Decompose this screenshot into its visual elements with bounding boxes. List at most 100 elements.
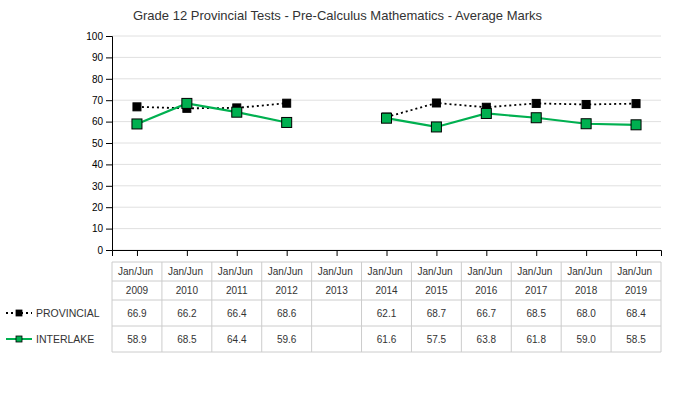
title: Grade 12 Provincial Tests - Pre-Calculus… bbox=[133, 8, 543, 23]
table-border bbox=[361, 262, 362, 352]
y-tick-mark bbox=[106, 79, 112, 80]
data-label: 68.7 bbox=[427, 308, 447, 319]
x-tick-label: Jan/Jun 2017 bbox=[517, 266, 555, 296]
table-border bbox=[311, 262, 312, 352]
data-label: 66.2 bbox=[177, 308, 197, 319]
series-marker bbox=[631, 120, 641, 130]
y-tick-label: 90 bbox=[92, 52, 104, 63]
table-border bbox=[112, 352, 661, 353]
series-marker bbox=[182, 98, 192, 108]
x-tick-mark bbox=[387, 250, 388, 256]
series-marker bbox=[133, 103, 141, 111]
x-tick bbox=[287, 250, 288, 256]
x-tick-mark bbox=[586, 250, 587, 256]
x-tick bbox=[137, 250, 138, 256]
data-label: 68.5 bbox=[177, 334, 197, 345]
series-marker bbox=[432, 99, 440, 107]
data-label: 61.6 bbox=[377, 334, 397, 345]
series-marker bbox=[632, 100, 640, 108]
y-tick: 10 bbox=[92, 223, 112, 234]
y-tick: 60 bbox=[92, 116, 112, 127]
series-marker bbox=[581, 119, 591, 129]
y-tick-mark bbox=[106, 164, 112, 165]
plot-area bbox=[132, 98, 641, 132]
series-marker bbox=[431, 122, 441, 132]
y-tick: 30 bbox=[92, 181, 112, 192]
x-tick-mark bbox=[137, 250, 138, 256]
data-label: 64.4 bbox=[227, 334, 247, 345]
x-tick-mark bbox=[436, 250, 437, 256]
data-label: 66.9 bbox=[127, 308, 147, 319]
data-label: 59.0 bbox=[576, 334, 596, 345]
y-tick-label: 80 bbox=[92, 74, 104, 85]
data-label: 68.6 bbox=[277, 308, 297, 319]
grid bbox=[112, 36, 661, 250]
data-label: 68.0 bbox=[576, 308, 596, 319]
series-marker bbox=[132, 119, 142, 129]
y-tick: 40 bbox=[92, 159, 112, 170]
x-tick-mark bbox=[337, 250, 338, 256]
y-axis: 0 10 20 30 40 50 60 70 80 90 100 bbox=[86, 31, 112, 256]
x-tick-mark bbox=[536, 250, 537, 256]
table-border bbox=[112, 281, 661, 282]
y-tick: 80 bbox=[92, 74, 112, 85]
x-tick-label: Jan/Jun 2012 bbox=[268, 266, 306, 296]
table-border bbox=[261, 262, 262, 352]
grid-line bbox=[112, 143, 661, 144]
grid-line bbox=[112, 100, 661, 101]
series-marker bbox=[481, 108, 491, 118]
x-tick-mark bbox=[237, 250, 238, 256]
x-tick bbox=[387, 250, 388, 256]
x-tick-mark bbox=[636, 250, 637, 256]
table-border bbox=[561, 262, 562, 352]
y-tick-label: 100 bbox=[86, 31, 103, 42]
y-tick-label: 40 bbox=[92, 159, 104, 170]
y-tick-label: 0 bbox=[97, 245, 103, 256]
data-label: 68.4 bbox=[626, 308, 646, 319]
y-tick-label: 70 bbox=[92, 95, 104, 106]
data-label: 59.6 bbox=[277, 334, 297, 345]
y-tick: 100 bbox=[86, 31, 112, 42]
data-label: 58.9 bbox=[127, 334, 147, 345]
y-tick: 70 bbox=[92, 95, 112, 106]
table-border bbox=[161, 262, 162, 352]
legend-label: INTERLAKE bbox=[36, 333, 94, 345]
y-tick: 50 bbox=[92, 138, 112, 149]
y-tick-mark bbox=[106, 122, 112, 123]
legend-label: PROVINCIAL bbox=[36, 307, 100, 319]
x-tick-label: Jan/Jun 2015 bbox=[418, 266, 456, 296]
x-tick bbox=[486, 250, 487, 256]
legend-item: PROVINCIAL bbox=[6, 307, 100, 319]
grid-line bbox=[112, 164, 661, 165]
table-border bbox=[112, 262, 113, 352]
y-tick: 90 bbox=[92, 52, 112, 63]
series-marker bbox=[283, 99, 291, 107]
grid-line bbox=[112, 207, 661, 208]
table-border bbox=[511, 262, 512, 352]
x-tick-label: Jan/Jun 2009 bbox=[118, 266, 156, 296]
y-tick-label: 20 bbox=[92, 202, 104, 213]
table-border bbox=[661, 262, 662, 352]
table-border bbox=[461, 262, 462, 352]
grid-line bbox=[112, 228, 661, 229]
data-label: 62.1 bbox=[377, 308, 397, 319]
grid-line bbox=[112, 36, 661, 37]
x-tick bbox=[436, 250, 437, 256]
legend-icon-marker bbox=[16, 310, 22, 316]
y-tick-label: 10 bbox=[92, 223, 104, 234]
x-tick-label: Jan/Jun 2014 bbox=[368, 266, 406, 296]
x-tick-label: Jan/Jun 2016 bbox=[467, 266, 505, 296]
series-marker bbox=[282, 117, 292, 127]
data-label: 68.5 bbox=[526, 308, 546, 319]
x-tick bbox=[187, 250, 188, 256]
x-tick-label: Jan/Jun 2013 bbox=[318, 266, 356, 296]
y-tick-label: 50 bbox=[92, 138, 104, 149]
table-border bbox=[112, 262, 661, 263]
x-tick-mark bbox=[187, 250, 188, 256]
data-label: 57.5 bbox=[427, 334, 447, 345]
chart: Grade 12 Provincial Tests - Pre-Calculus… bbox=[0, 0, 675, 408]
y-tick-mark bbox=[106, 229, 112, 230]
y-tick-mark bbox=[106, 186, 112, 187]
data-label: 61.8 bbox=[526, 334, 546, 345]
data-label: 66.7 bbox=[477, 308, 497, 319]
